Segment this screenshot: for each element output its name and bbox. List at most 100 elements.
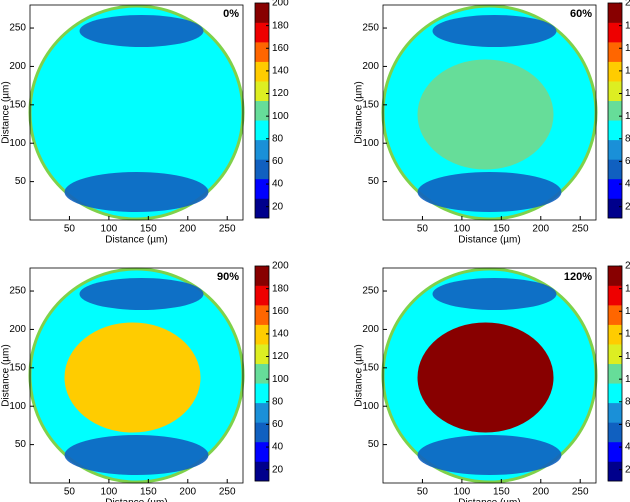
top-band <box>432 15 557 47</box>
y-axis-label: Distance (µm) <box>1 81 12 143</box>
colorbar-frame <box>254 2 270 219</box>
x-tick-label: 250 <box>219 224 236 235</box>
x-tick-label: 200 <box>532 224 549 235</box>
y-tick-label: 150 <box>362 99 379 110</box>
colorbar-tick-label: 60 <box>272 419 284 430</box>
y-tick-label: 200 <box>362 61 379 72</box>
top-band <box>79 15 204 47</box>
bottom-band <box>417 172 562 212</box>
colorbar-tick-label: 60 <box>625 156 630 167</box>
annotation: 120% <box>564 271 592 283</box>
colorbar-segment <box>255 61 269 82</box>
y-tick-label: 50 <box>15 176 27 187</box>
colorbar-tick-label: 160 <box>625 43 630 54</box>
colorbar-tick-label: 20 <box>272 464 284 475</box>
y-tick-label: 200 <box>9 61 26 72</box>
plot-frame <box>29 267 244 484</box>
colorbar-segment <box>608 422 622 443</box>
top-band <box>79 278 204 310</box>
y-tick-label: 150 <box>362 362 379 373</box>
y-tick-label: 150 <box>9 99 26 110</box>
colorbar-segment <box>608 81 622 102</box>
y-tick-label: 250 <box>362 286 379 297</box>
y-tick-label: 250 <box>9 286 26 297</box>
colorbar-segment <box>608 363 622 384</box>
y-axis-label: Distance (µm) <box>1 344 12 406</box>
panel: 50 100 150 200 250 50 100 150 200 250 Distance (µm… <box>354 0 630 246</box>
panel: 50 100 150 200 250 50 100 150 200 250 Distance (µm… <box>1 0 289 246</box>
x-tick-label: 200 <box>532 487 549 498</box>
colorbar-tick-label: 40 <box>625 442 630 453</box>
colorbar-tick-label: 180 <box>625 20 630 31</box>
colorbar-segment <box>255 344 269 365</box>
x-tick-label: 200 <box>179 487 196 498</box>
y-tick-label: 100 <box>9 401 26 412</box>
colorbar-segment <box>255 178 269 199</box>
y-tick-label: 100 <box>362 401 379 412</box>
colorbar-tick-label: 200 <box>272 0 289 9</box>
x-axis-label: Distance (µm) <box>105 235 167 246</box>
colorbar-tick-label: 80 <box>272 133 284 144</box>
colorbar-segment <box>255 402 269 423</box>
center-region <box>417 59 554 170</box>
center-region <box>417 322 554 433</box>
x-tick-label: 50 <box>417 487 429 498</box>
annotation: 0% <box>223 8 239 20</box>
y-tick-label: 50 <box>368 439 380 450</box>
colorbar-segment <box>608 383 622 404</box>
panel: 50 100 150 200 250 50 100 150 200 250 Distance (µm… <box>354 261 630 502</box>
x-tick-label: 100 <box>454 224 471 235</box>
colorbar-tick-label: 40 <box>272 179 284 190</box>
colorbar-segment <box>608 22 622 43</box>
x-tick-label: 150 <box>493 224 510 235</box>
x-tick-label: 100 <box>454 487 471 498</box>
colorbar-segment <box>255 383 269 404</box>
x-tick-label: 250 <box>219 487 236 498</box>
y-tick-label: 100 <box>362 138 379 149</box>
colorbar-segment <box>255 305 269 325</box>
y-axis-label: Distance (µm) <box>354 344 365 406</box>
colorbar-tick-label: 140 <box>272 329 289 340</box>
x-axis-label: Distance (µm) <box>458 235 520 246</box>
panel: 50 100 150 200 250 50 100 150 200 250 Distance (µm… <box>1 261 289 502</box>
colorbar-tick-label: 80 <box>625 133 630 144</box>
colorbar-segment <box>608 159 622 180</box>
colorbar-segment <box>255 159 269 180</box>
colorbar-segment <box>255 198 269 219</box>
x-tick-label: 200 <box>179 224 196 235</box>
colorbar-segment <box>255 100 269 121</box>
x-tick-label: 100 <box>101 487 118 498</box>
y-tick-label: 250 <box>362 23 379 34</box>
colorbar-tick-label: 180 <box>272 20 289 31</box>
colorbar-segment <box>608 100 622 121</box>
colorbar-segment <box>608 305 622 325</box>
colorbar-tick-label: 60 <box>272 156 284 167</box>
colorbar-tick-label: 140 <box>625 329 630 340</box>
colorbar-segment <box>255 324 269 345</box>
annotation: 90% <box>217 271 239 283</box>
colorbar-segment <box>608 461 622 482</box>
colorbar-tick-label: 80 <box>625 396 630 407</box>
colorbar-frame <box>607 2 623 219</box>
x-tick-label: 150 <box>140 224 157 235</box>
colorbar-segment <box>608 266 622 286</box>
center-region <box>64 59 201 170</box>
colorbar-tick-label: 40 <box>272 442 284 453</box>
x-tick-label: 100 <box>101 224 118 235</box>
colorbar-segment <box>255 81 269 102</box>
colorbar-segment <box>255 120 269 141</box>
colorbar-segment <box>255 285 269 306</box>
colorbar-segment <box>608 344 622 365</box>
colorbar-segment <box>608 120 622 141</box>
colorbar-segment <box>608 3 622 23</box>
x-tick-label: 250 <box>572 487 589 498</box>
colorbar-tick-label: 120 <box>272 351 289 362</box>
colorbar-frame <box>254 265 270 482</box>
y-tick-label: 150 <box>9 362 26 373</box>
colorbar-tick-label: 200 <box>625 0 630 9</box>
colorbar-tick-label: 60 <box>625 419 630 430</box>
colorbar-tick-label: 20 <box>625 464 630 475</box>
colorbar-tick-label: 200 <box>625 261 630 272</box>
colorbar-segment <box>255 266 269 286</box>
